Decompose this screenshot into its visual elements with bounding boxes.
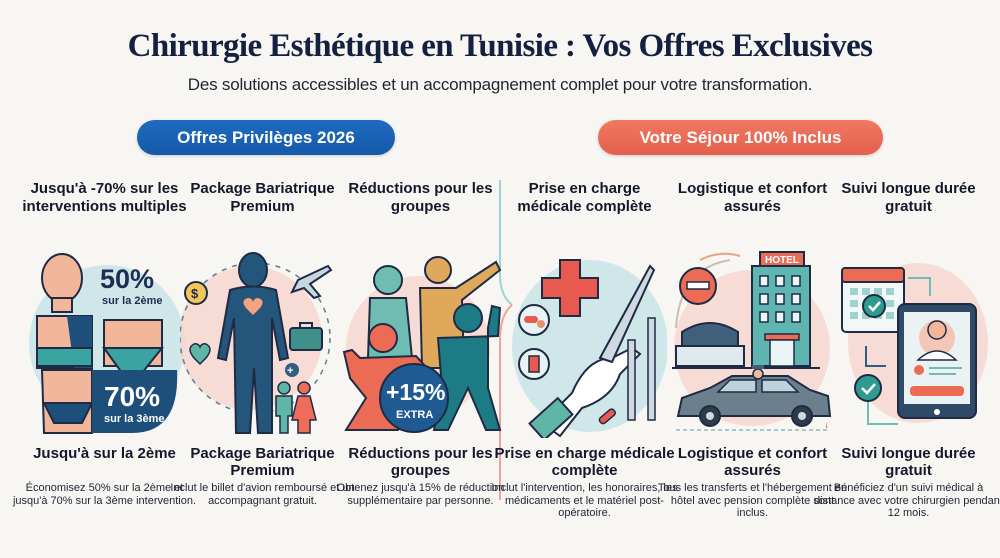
benefit-title: Logistique et confort assurés — [677, 445, 828, 479]
benefit-description: Tous les transferts et l'hébergement en … — [657, 482, 848, 519]
offer-description: Obtenez jusqu'à 15% de réduction supplém… — [336, 482, 505, 507]
badge-15-label: EXTRA — [396, 409, 433, 421]
badge-70-label: sur la 3ème — [104, 413, 165, 425]
badge-50-label: sur la 2ème — [102, 295, 163, 307]
page-subtitle: Des solutions accessibles et un accompag… — [187, 75, 813, 94]
svg-text:$: $ — [191, 286, 199, 301]
benefit-heading: Logistique et confort assurés — [677, 180, 828, 215]
hotel-transfer-icon: HOTEL — [670, 248, 835, 438]
offer-title: Réductions pour les groupes — [348, 445, 493, 479]
svg-text:+: + — [287, 365, 293, 377]
section-divider — [488, 180, 528, 540]
benefit-description: Bénéficiez d'un suivi médical à distance… — [814, 482, 1000, 519]
offer-heading: Réductions pour les groupes — [348, 180, 493, 215]
offer-heading: Package Bariatrique Premium — [190, 180, 335, 215]
medical-instruments-icon — [502, 248, 668, 442]
offer-title: Package Bariatrique Premium — [190, 445, 335, 479]
benefit-description: Inclut l'intervention, les honoraires, l… — [491, 482, 678, 519]
benefit-heading: Suivi longue durée gratuit — [841, 180, 976, 215]
group-people-icon: +15% EXTRA — [338, 248, 503, 438]
benefit-heading: Prise en charge médicale complète — [517, 180, 652, 215]
benefit-title: Suivi longue durée gratuit — [841, 445, 976, 479]
page-title: Chirurgie Esthétique en Tunisie : Vos Of… — [127, 28, 873, 64]
hotel-sign: HOTEL — [765, 255, 799, 266]
offer-description: Économisez 50% sur la 2ème et jusqu'à 70… — [12, 482, 197, 507]
offer-description: Inclut le billet d'avion remboursé et un… — [170, 482, 355, 507]
badge-15-value: +15% — [386, 379, 445, 405]
patient-travel-icon: $ + — [178, 248, 345, 438]
body-silhouettes-icon: 50% sur la 2ème 70% sur la 3ème — [22, 248, 187, 438]
remote-followup-icon — [812, 248, 991, 438]
offer-heading: Jusqu'à -70% sur les interventions multi… — [22, 180, 187, 215]
badge-70-value: 70% — [104, 381, 160, 412]
badge-50-value: 50% — [100, 264, 154, 294]
offer-title: Jusqu'à sur la 2ème — [33, 445, 176, 462]
benefit-title: Prise en charge médicale complète — [494, 445, 675, 479]
section-pill-offres: Offres Privilèges 2026 — [137, 120, 395, 155]
section-pill-sejour: Votre Séjour 100% Inclus — [598, 120, 883, 155]
